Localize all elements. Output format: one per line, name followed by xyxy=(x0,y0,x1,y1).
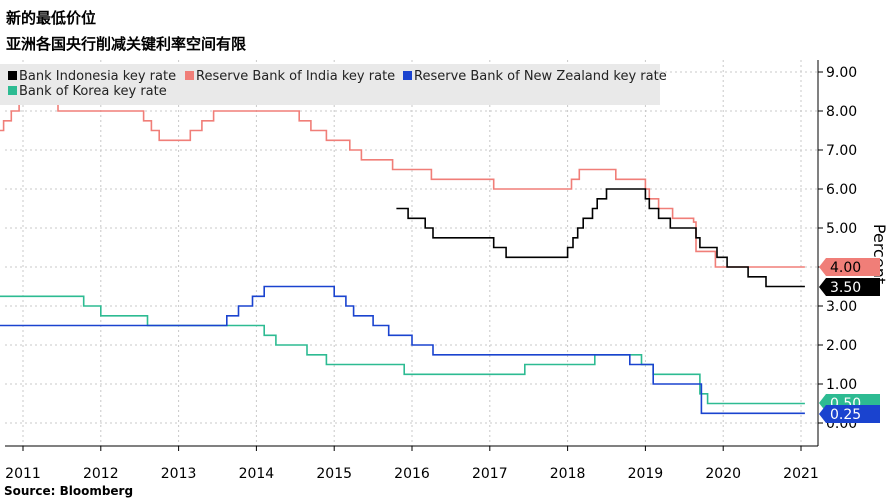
legend-swatch xyxy=(8,71,17,80)
chart-title: 新的最低价位 xyxy=(6,9,97,27)
end-label-tag xyxy=(819,405,880,423)
chart-subtitle: 亚洲各国央行削减关键利率空间有限 xyxy=(6,35,247,53)
y-tick-label: 7.00 xyxy=(826,143,857,159)
y-tick-label: 8.00 xyxy=(826,104,857,120)
legend-box xyxy=(0,64,660,105)
source-note: Source: Bloomberg xyxy=(4,484,134,498)
series-line-1 xyxy=(0,90,805,268)
y-tick-label: 5.00 xyxy=(826,221,857,237)
end-label-tag xyxy=(819,258,880,276)
y-tick-label: 3.00 xyxy=(826,299,857,315)
x-tick-label: 2011 xyxy=(5,466,41,482)
x-tick-label: 2021 xyxy=(783,466,819,482)
end-label-tag xyxy=(819,278,880,296)
end-label-value: 4.00 xyxy=(830,260,861,276)
series-line-2 xyxy=(0,285,805,415)
x-tick-label: 2019 xyxy=(628,466,664,482)
x-tick-label: 2016 xyxy=(394,466,430,482)
legend-label: Bank of Korea key rate xyxy=(19,84,167,99)
y-tick-label: 2.00 xyxy=(826,338,857,354)
end-label-value: 3.50 xyxy=(830,280,861,296)
series-line-3 xyxy=(0,295,805,405)
y-tick-label: 6.00 xyxy=(826,182,857,198)
x-tick-label: 2014 xyxy=(239,466,275,482)
x-tick-label: 2018 xyxy=(550,466,586,482)
legend-swatch xyxy=(8,86,17,95)
y-tick-label: 9.00 xyxy=(826,65,857,81)
y-tick-label: 1.00 xyxy=(826,377,857,393)
legend-label: Reserve Bank of New Zealand key rate xyxy=(414,69,667,84)
legend-label: Bank Indonesia key rate xyxy=(19,69,176,84)
x-tick-label: 2017 xyxy=(472,466,508,482)
x-tick-label: 2015 xyxy=(316,466,352,482)
x-tick-label: 2012 xyxy=(83,466,119,482)
series-line-0 xyxy=(396,188,805,288)
legend-swatch xyxy=(185,71,194,80)
legend-label: Reserve Bank of India key rate xyxy=(196,69,395,84)
end-label-value: 0.25 xyxy=(830,407,861,423)
x-tick-label: 2020 xyxy=(705,466,741,482)
legend-swatch xyxy=(403,71,412,80)
x-tick-label: 2013 xyxy=(161,466,197,482)
